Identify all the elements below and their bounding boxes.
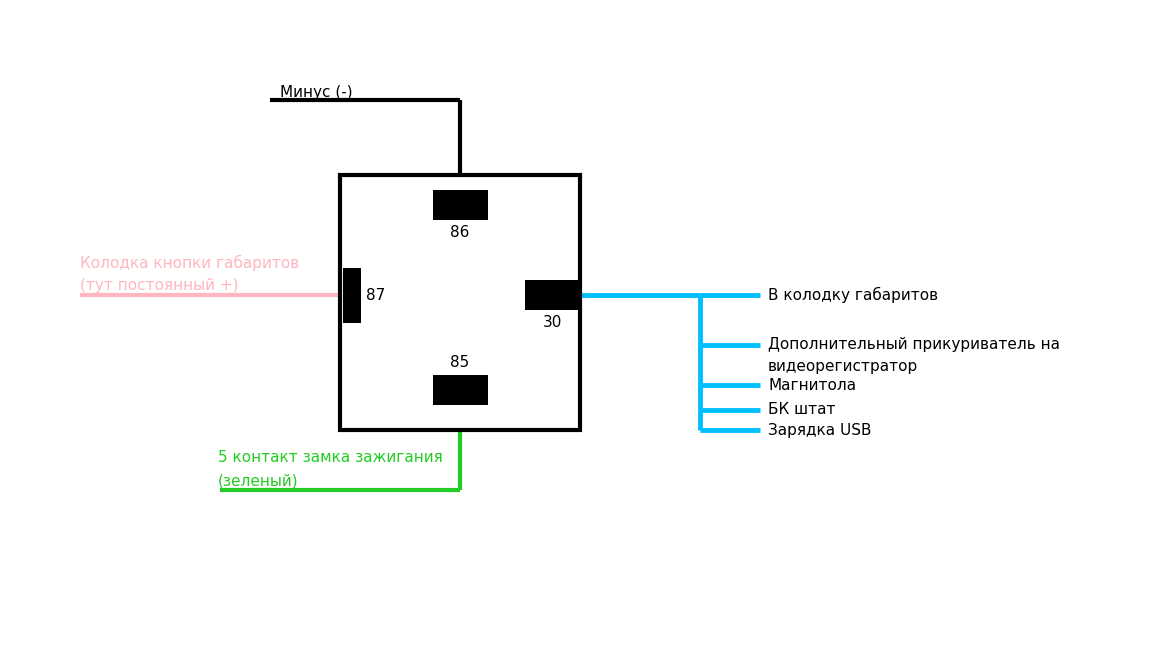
Text: видеорегистратор: видеорегистратор [768, 360, 918, 375]
Text: Минус (-): Минус (-) [280, 85, 353, 100]
Bar [343, 268, 361, 323]
Text: 85: 85 [450, 355, 470, 370]
Bar [340, 175, 579, 430]
Text: 86: 86 [450, 225, 470, 240]
Text: 87: 87 [366, 288, 385, 303]
Text: Колодка кнопки габаритов: Колодка кнопки габаритов [79, 255, 300, 271]
Text: Дополнительный прикуриватель на: Дополнительный прикуриватель на [768, 338, 1060, 353]
Text: В колодку габаритов: В колодку габаритов [768, 287, 938, 303]
Text: (тут постоянный +): (тут постоянный +) [79, 278, 238, 293]
Text: 30: 30 [543, 315, 562, 330]
Text: Магнитола: Магнитола [768, 378, 856, 393]
Bar [524, 280, 579, 310]
Text: (зеленый): (зеленый) [218, 473, 298, 488]
Bar [432, 190, 487, 220]
Text: БК штат: БК штат [768, 402, 835, 417]
Text: Зарядка USB: Зарядка USB [768, 422, 872, 437]
Bar [432, 375, 487, 405]
Text: 5 контакт замка зажигания: 5 контакт замка зажигания [218, 450, 442, 465]
